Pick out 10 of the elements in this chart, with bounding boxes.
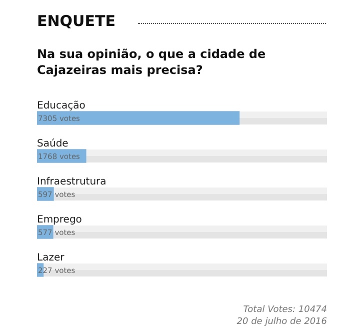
- chart-subtitle: Na sua opinião, o que a cidade de Cajazeiras mais precisa?: [37, 46, 267, 78]
- y-tick-label: Lazer: [37, 252, 66, 264]
- text: 20 de julho de 2016: [236, 316, 327, 328]
- y-tick-label: Infraestrutura: [37, 176, 106, 188]
- chart-title: ENQUETE: [37, 12, 116, 30]
- y-tick-label: Saúde: [37, 138, 68, 150]
- text: Total Votes: 10474: [242, 304, 327, 316]
- y-tick-label: Educação: [37, 100, 86, 112]
- y-tick-label: Emprego: [37, 214, 82, 226]
- bar: [37, 111, 240, 125]
